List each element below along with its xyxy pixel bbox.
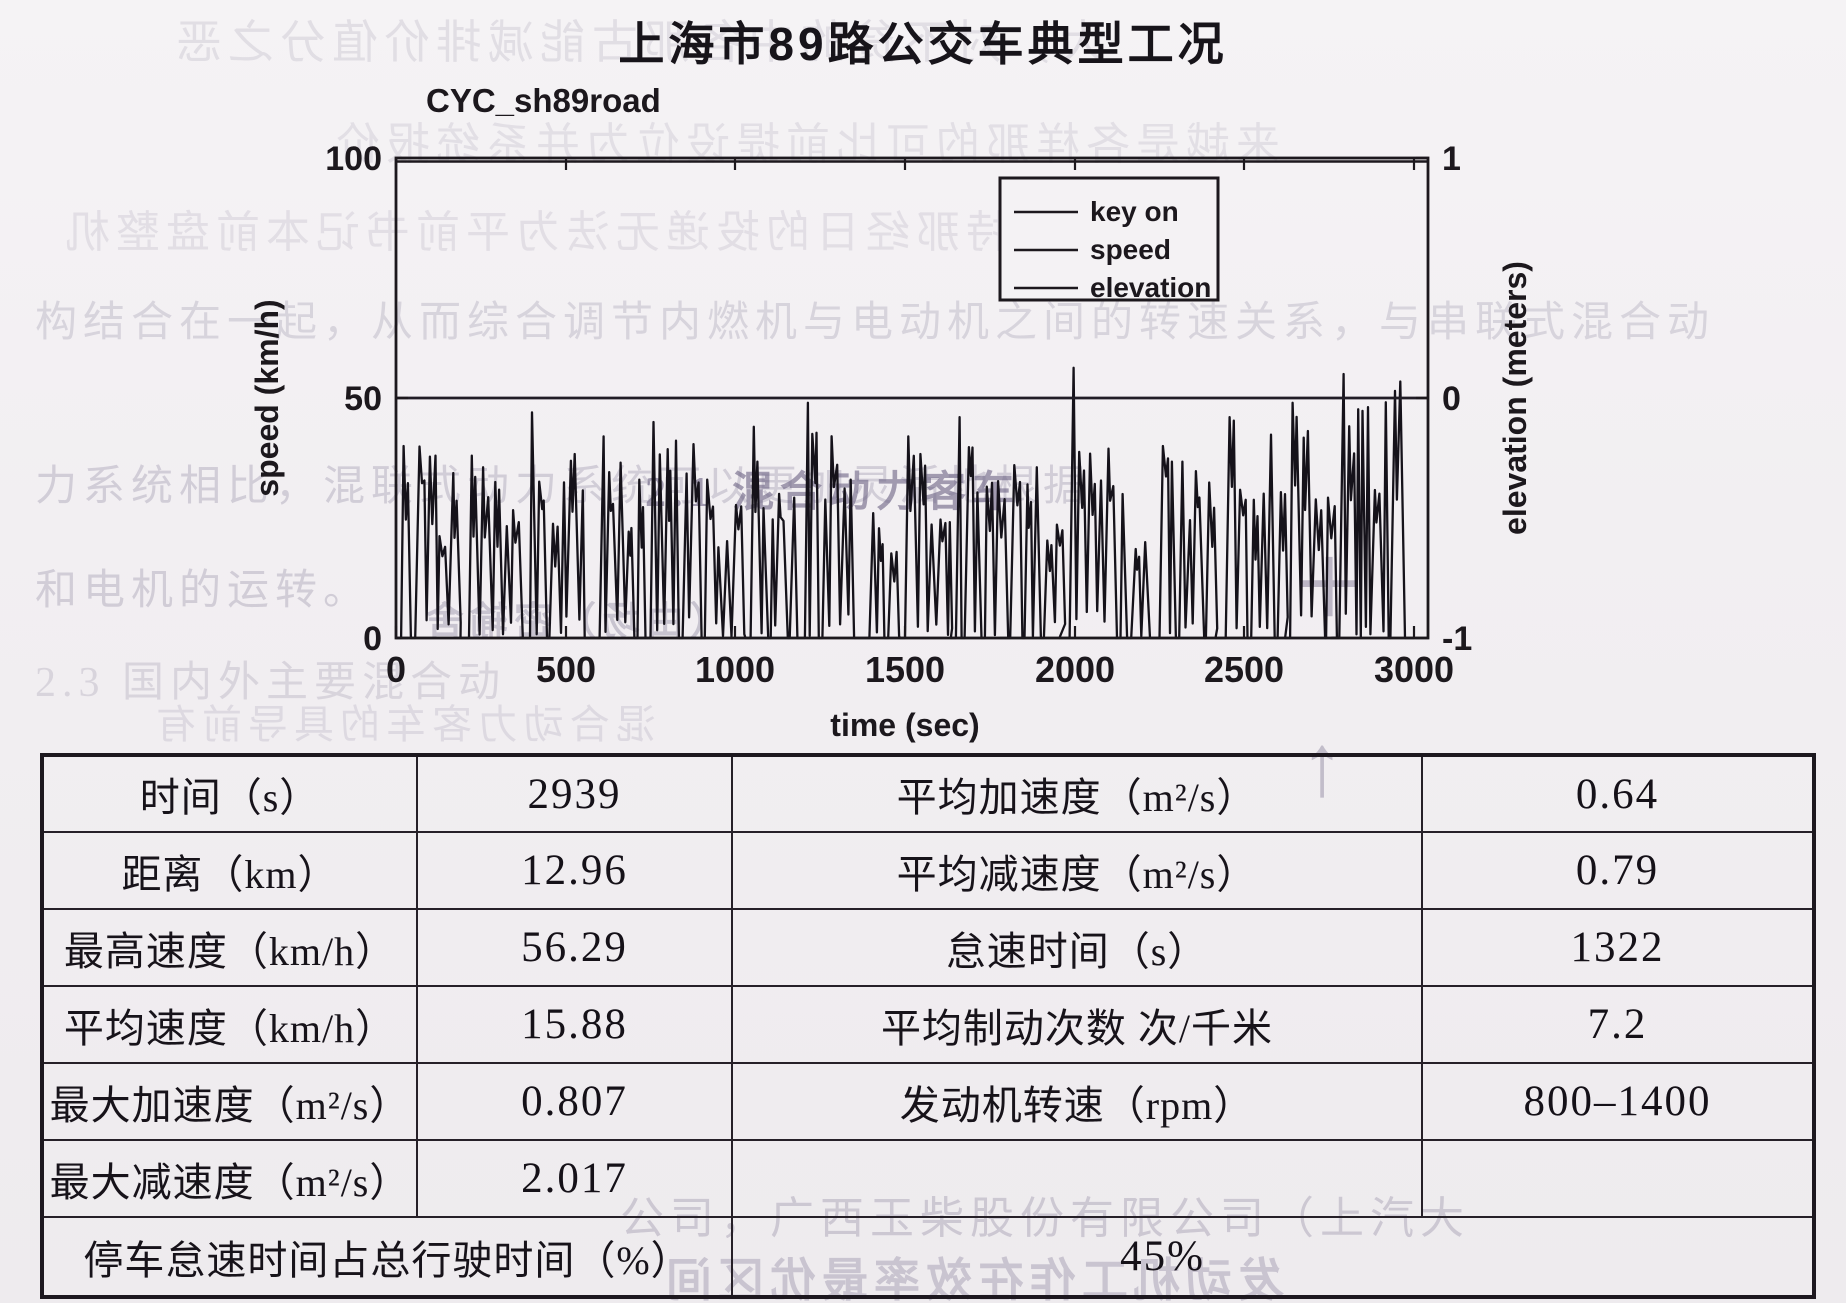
bleedthrough-text: 2.3 国内外主要混合动 [35,660,507,706]
table-row: 最大加速度（m²/s） 0.807 发动机转速（rpm） 800–1400 [41,1062,1815,1141]
stat-label-idle-percentage: 停车怠速时间占总行驶时间（%） [41,1216,733,1298]
y-right-tick-1: 1 [1442,140,1461,178]
stat-label-engine-rpm: 发动机转速（rpm） [731,1062,1423,1141]
x-tick-3000: 3000 [1374,649,1454,690]
stat-value-max-speed: 56.29 [416,908,733,987]
bleedthrough-text: 和电机的运转。 [35,568,372,614]
stat-label-brake-freq: 平均制动次数 次/千米 [731,985,1423,1064]
stat-label-time: 时间（s） [41,754,418,833]
table-row: 最高速度（km/h） 56.29 怠速时间（s） 1322 [41,908,1815,987]
y-left-tick-0: 0 [363,620,382,658]
bleedthrough-text: 十 [1298,556,1367,624]
stat-label-distance: 距离（km） [41,831,418,910]
table-row: 距离（km） 12.96 平均减速度（m²/s） 0.79 [41,831,1815,910]
chart-svg: CYC_sh89road [249,82,1533,743]
y-axis-ticks [396,156,1428,640]
stat-value-idle-time: 1322 [1421,908,1815,987]
stat-value-avg-decel: 0.79 [1421,831,1815,910]
speed-series-line [396,366,1414,640]
x-tick-labels: 0 500 1000 1500 2000 2500 3000 [386,649,1454,690]
table-row: 时间（s） 2939 平均加速度（m²/s） 0.64 [41,754,1815,833]
legend: key on speed elevation [998,176,1220,303]
x-tick-1500: 1500 [865,649,945,690]
stat-value-max-accel: 0.807 [416,1062,733,1141]
legend-speed-label: speed [1090,234,1171,265]
stat-label-max-accel: 最大加速度（m²/s） [41,1062,418,1141]
stat-value-engine-rpm: 800–1400 [1421,1062,1815,1141]
y-left-axis-label: speed (km/h) [249,299,285,496]
table-row: 平均速度（km/h） 15.88 平均制动次数 次/千米 7.2 [41,985,1815,1064]
bleedthrough-text: 构结合在一起，从而综合调节内燃机与电动机之间的转速关系，与串联式混合动 [35,300,1716,346]
stat-value-idle-percentage: 45% [731,1216,1815,1298]
x-axis-label: time (sec) [830,707,979,743]
stat-value-empty [1421,1139,1815,1218]
stat-value-avg-speed: 15.88 [416,985,733,1064]
legend-elevation-label: elevation [1090,272,1211,303]
legend-keyon-label: key on [1090,196,1179,227]
chart-subtitle: CYC_sh89road [426,82,661,119]
x-tick-2500: 2500 [1204,649,1284,690]
stat-value-max-decel: 2.017 [416,1139,733,1218]
stat-value-avg-accel: 0.64 [1421,754,1815,833]
legend-box [998,176,1220,302]
y-right-tick-labels: 1 0 -1 [1442,140,1472,658]
table-footer-row: 停车怠速时间占总行驶时间（%） 45% [41,1216,1815,1298]
y-right-tick-neg1: -1 [1442,620,1472,658]
stat-value-time: 2939 [416,754,733,833]
y-right-tick-0: 0 [1442,380,1461,418]
y-left-tick-labels: 100 50 0 [325,140,382,658]
driving-cycle-chart: CYC_sh89road [230,60,1580,760]
x-tick-0: 0 [386,649,406,690]
x-axis-ticks [394,158,1416,638]
y-left-tick-50: 50 [344,380,382,418]
stat-value-distance: 12.96 [416,831,733,910]
y-right-axis-label: elevation (meters) [1497,261,1533,535]
stat-label-idle-time: 怠速时间（s） [731,908,1423,987]
table-row: 最大减速度（m²/s） 2.017 [41,1139,1815,1218]
stat-label-empty [731,1139,1423,1218]
x-tick-500: 500 [536,649,596,690]
stat-label-avg-accel: 平均加速度（m²/s） [731,754,1423,833]
x-tick-1000: 1000 [695,649,775,690]
stat-label-avg-speed: 平均速度（km/h） [41,985,418,1064]
page-title: 上海市89路公交车典型工况 [618,18,1228,70]
stat-value-brake-freq: 7.2 [1421,985,1815,1064]
stat-label-max-speed: 最高速度（km/h） [41,908,418,987]
stat-label-max-decel: 最大减速度（m²/s） [41,1139,418,1218]
x-tick-2000: 2000 [1035,649,1115,690]
stat-label-avg-decel: 平均减速度（m²/s） [731,831,1423,910]
y-left-tick-100: 100 [325,140,382,178]
cycle-statistics-table: 时间（s） 2939 平均加速度（m²/s） 0.64 距离（km） 12.96… [40,753,1816,1299]
